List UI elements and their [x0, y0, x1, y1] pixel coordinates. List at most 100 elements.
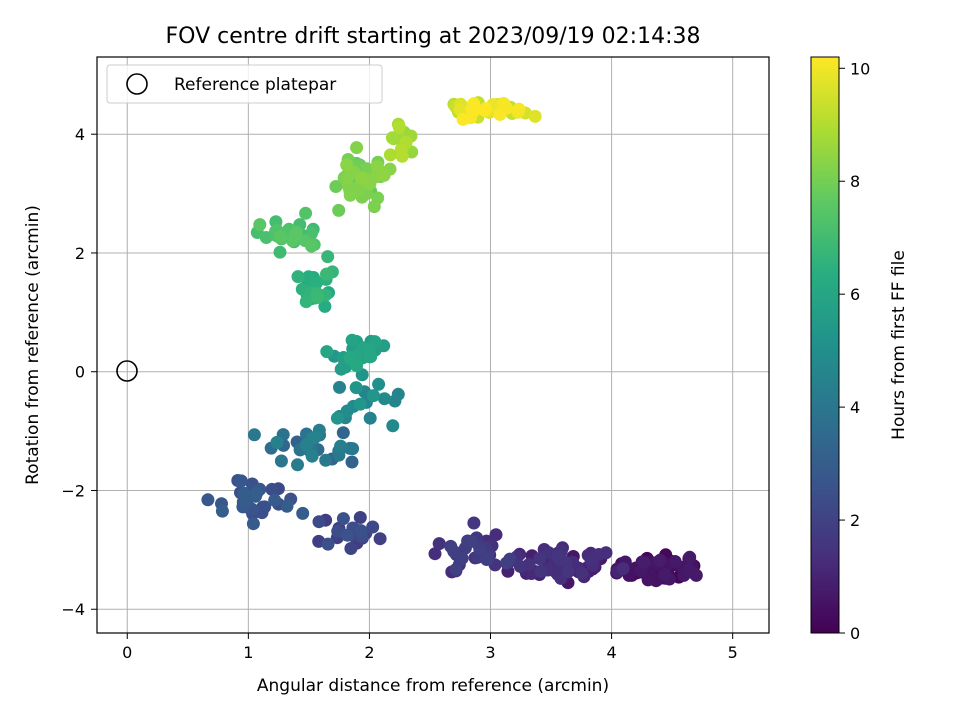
data-point [299, 295, 313, 309]
data-point [481, 552, 495, 566]
data-point [585, 553, 599, 567]
data-point [215, 504, 229, 518]
data-point [270, 435, 284, 449]
y-axis-label: Rotation from reference (arcmin) [23, 205, 43, 485]
data-point [340, 158, 354, 172]
data-point [288, 228, 302, 242]
data-point [395, 149, 409, 163]
data-point [641, 573, 655, 587]
data-point [372, 377, 386, 391]
data-point [682, 563, 696, 577]
data-point [343, 188, 357, 202]
data-point [336, 512, 350, 526]
data-point [350, 359, 364, 373]
colorbar [810, 56, 840, 634]
data-point [291, 270, 305, 284]
colorbar-label: Hours from first FF file [889, 250, 909, 440]
chart-title: FOV centre drift starting at 2023/09/19 … [166, 24, 701, 49]
data-point [321, 250, 335, 264]
data-point [333, 380, 346, 394]
y-tick-label: 2 [75, 244, 85, 263]
data-point [273, 230, 287, 243]
data-point [464, 534, 478, 548]
data-point [250, 486, 264, 500]
data-point [653, 553, 667, 567]
data-point [465, 102, 479, 116]
data-point [345, 455, 359, 469]
y-tick-label: 4 [75, 125, 85, 144]
data-point [512, 102, 526, 116]
data-point [668, 555, 682, 568]
data-point [493, 107, 507, 121]
data-point [533, 552, 547, 566]
data-point [253, 218, 267, 232]
data-point [551, 550, 565, 564]
colorbar-tick-label: 6 [850, 285, 860, 304]
y-tick-label: 0 [75, 363, 85, 382]
data-point [353, 397, 367, 411]
colorbar-tick-label: 8 [850, 172, 860, 191]
data-point [428, 547, 442, 561]
colorbar-ticks: 0 2 4 6 8 10 [839, 59, 870, 643]
x-tick-label: 1 [243, 643, 253, 662]
data-point [392, 120, 406, 134]
data-point [320, 345, 334, 359]
data-point [370, 160, 384, 174]
data-point [312, 515, 326, 529]
x-axis-label: Angular distance from reference (arcmin) [257, 676, 609, 696]
data-point [637, 556, 651, 570]
colorbar-tick-label: 0 [850, 624, 860, 643]
legend-reference-icon [126, 73, 148, 95]
data-point [367, 200, 381, 214]
data-point [296, 506, 310, 520]
data-point [291, 458, 304, 472]
data-point [319, 453, 333, 467]
data-point [332, 203, 346, 217]
data-point [308, 431, 322, 444]
y-tick-label: −4 [61, 600, 85, 619]
y-tick-label: −2 [61, 481, 85, 500]
data-point [373, 532, 387, 546]
data-point [383, 148, 397, 162]
x-tick-label: 3 [485, 643, 495, 662]
data-point [478, 103, 492, 117]
data-point [305, 239, 318, 253]
y-axis-ticks: −4 −2 0 2 4 [61, 125, 97, 619]
data-point [354, 171, 368, 185]
data-point [378, 392, 391, 406]
data-point [366, 520, 380, 534]
x-tick-label: 0 [122, 643, 132, 662]
data-point [321, 537, 335, 551]
data-point [528, 109, 542, 123]
x-tick-label: 5 [728, 643, 738, 662]
x-tick-label: 4 [607, 643, 617, 662]
data-point [363, 411, 377, 425]
data-point [237, 486, 251, 500]
data-point [350, 141, 364, 155]
data-point [513, 559, 527, 573]
colorbar-tick-label: 10 [850, 59, 870, 78]
data-point [456, 112, 470, 126]
data-point [353, 511, 367, 524]
data-point [449, 562, 463, 576]
data-point [447, 544, 461, 558]
data-point [258, 500, 272, 514]
data-point [388, 394, 402, 408]
data-point [386, 419, 400, 433]
data-point [599, 546, 613, 560]
data-point [658, 568, 672, 581]
data-point [330, 411, 344, 425]
data-point [534, 564, 548, 578]
data-point [336, 426, 350, 440]
data-point [345, 333, 359, 347]
data-point [344, 542, 358, 555]
data-point [340, 528, 354, 542]
data-point [280, 499, 294, 513]
data-point [334, 439, 348, 453]
data-point [497, 97, 511, 110]
colorbar-tick-label: 2 [850, 511, 860, 530]
data-point [265, 482, 279, 496]
grid-lines [97, 57, 769, 633]
x-axis-ticks: 0 1 2 3 4 5 [122, 633, 738, 662]
